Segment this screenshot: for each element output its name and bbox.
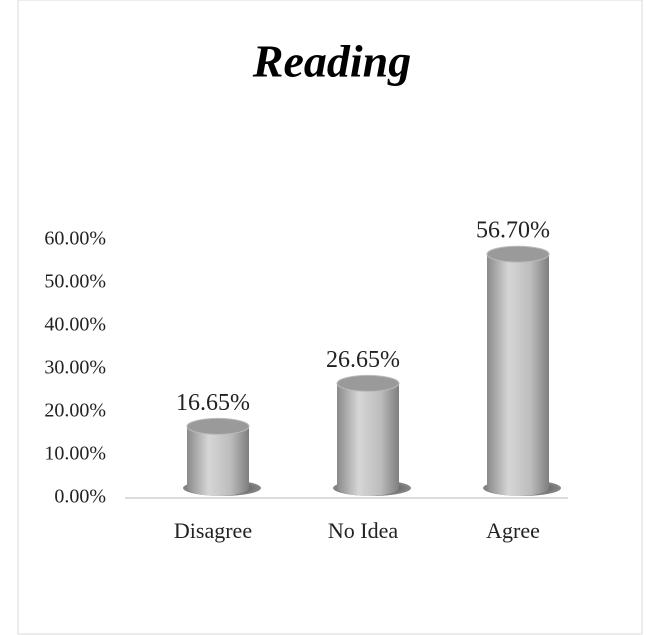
x-tick-label: No Idea bbox=[328, 518, 398, 543]
y-tick-label: 10.00% bbox=[44, 443, 106, 465]
data-label: 56.70% bbox=[476, 218, 550, 244]
y-tick-label: 60.00% bbox=[44, 228, 106, 250]
x-tick-label: Agree bbox=[486, 518, 540, 543]
y-tick-label: 20.00% bbox=[44, 400, 106, 422]
y-tick-label: 30.00% bbox=[44, 357, 106, 379]
y-tick-label: 0.00% bbox=[54, 486, 106, 508]
y-tick-label: 40.00% bbox=[44, 314, 106, 336]
bar-top bbox=[336, 374, 400, 392]
bar bbox=[187, 426, 249, 488]
bar bbox=[337, 383, 399, 488]
y-tick-label: 50.00% bbox=[44, 271, 106, 293]
bar-top bbox=[186, 417, 250, 435]
bar-top bbox=[486, 245, 550, 263]
chart-title: Reading bbox=[252, 36, 411, 87]
x-tick-label: Disagree bbox=[174, 518, 252, 543]
bar-bottom bbox=[337, 480, 399, 496]
data-label: 16.65% bbox=[176, 390, 250, 416]
bar-bottom bbox=[187, 480, 249, 496]
chart-frame bbox=[17, 0, 643, 635]
bar-bottom bbox=[487, 480, 549, 496]
data-label: 26.65% bbox=[326, 347, 400, 373]
bar bbox=[487, 254, 549, 488]
